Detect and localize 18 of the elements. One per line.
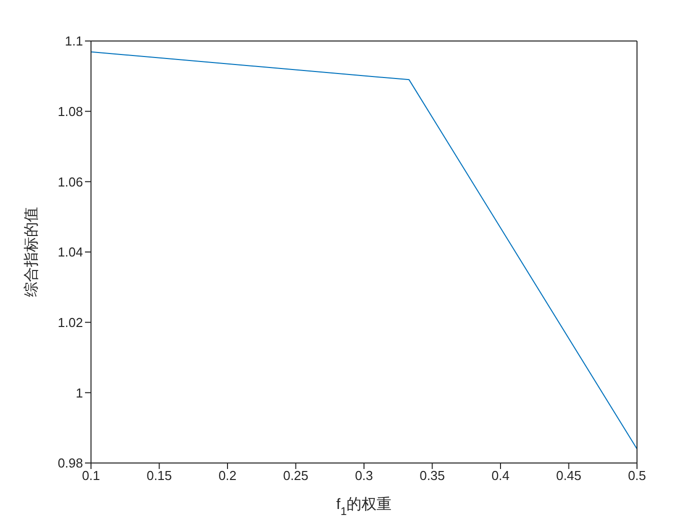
y-axis-title: 综合指标的值	[23, 207, 40, 297]
x-tick-label: 0.2	[218, 468, 237, 484]
x-tick-label: 0.4	[491, 468, 510, 484]
y-tick-label: 1.08	[58, 104, 83, 119]
x-tick-label: 0.5	[628, 468, 646, 484]
y-tick-label: 1.02	[58, 314, 83, 330]
x-tick-label: 0.15	[146, 468, 172, 484]
y-tick-label: 1.1	[64, 34, 83, 49]
y-tick-label: 1	[76, 385, 83, 400]
x-tick-label: 0.3	[354, 468, 374, 484]
x-tick-label: 0.45	[556, 468, 582, 484]
x-tick-label: 0.25	[283, 468, 308, 484]
y-tick-label: 0.98	[58, 456, 83, 471]
y-tick-label: 1.04	[58, 244, 83, 260]
x-tick-label: 0.1	[82, 468, 100, 484]
x-axis-title: f$_{1}$的权重	[336, 496, 392, 518]
y-tick-label: 1.06	[58, 174, 83, 190]
x-tick-label: 0.35	[420, 468, 445, 484]
